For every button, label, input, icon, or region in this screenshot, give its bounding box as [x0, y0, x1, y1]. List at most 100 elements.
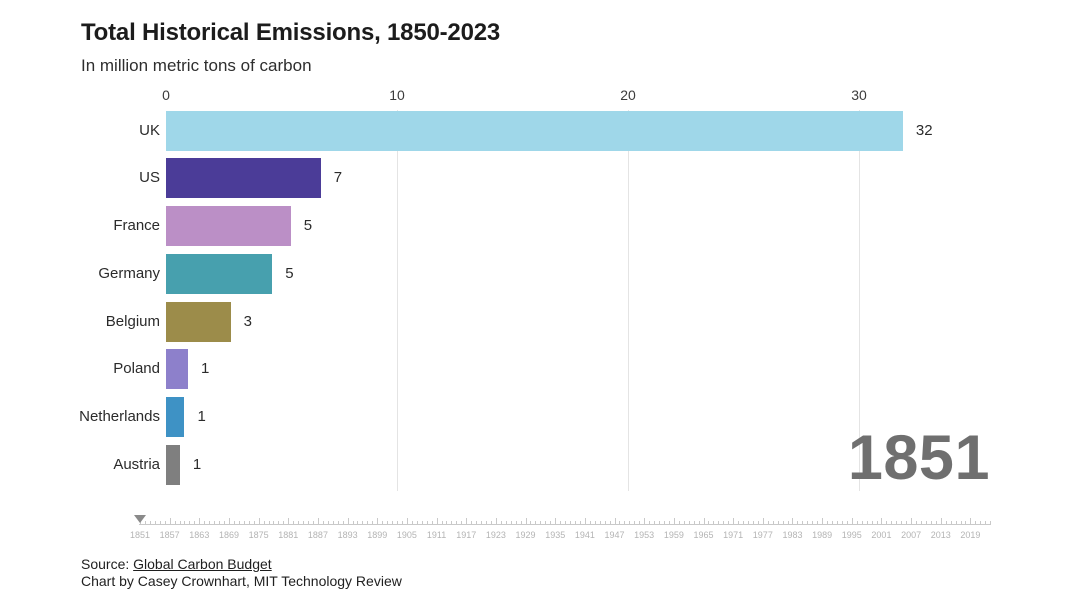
- x-axis-tick-label: 30: [851, 87, 867, 103]
- timeline-tick-minor: [797, 520, 799, 524]
- timeline-tick-minor: [273, 520, 275, 524]
- timeline-tick-minor: [372, 520, 374, 524]
- timeline-tick-minor: [416, 520, 418, 524]
- timeline-tick-minor: [738, 520, 740, 524]
- timeline-marker-handle[interactable]: [134, 515, 146, 523]
- timeline-tick-minor: [985, 520, 987, 524]
- timeline-tick-minor: [392, 520, 394, 524]
- timeline-year-label: 1977: [752, 530, 773, 540]
- timeline-tick-minor: [861, 520, 863, 524]
- timeline-tick-minor: [342, 520, 344, 524]
- timeline-tick-major: [228, 518, 230, 524]
- timeline-tick-minor: [397, 520, 399, 524]
- timeline-tick-minor: [357, 520, 359, 524]
- bar-netherlands: [166, 397, 185, 437]
- timeline-tick-minor: [802, 520, 804, 524]
- timeline-tick-minor: [204, 520, 206, 524]
- timeline-tick-minor: [560, 520, 562, 524]
- timeline-tick-minor: [540, 520, 542, 524]
- timeline-tick-minor: [925, 520, 927, 524]
- timeline-year-label: 1941: [574, 530, 595, 540]
- timeline-tick-minor: [426, 520, 428, 524]
- timeline-year-label: 1965: [693, 530, 714, 540]
- gridline-x-30: [859, 110, 860, 491]
- timeline-track[interactable]: [139, 524, 992, 525]
- timeline-tick-minor: [565, 520, 567, 524]
- timeline-tick-minor: [876, 520, 878, 524]
- timeline-tick-minor: [718, 520, 720, 524]
- timeline-tick-major: [377, 518, 379, 524]
- timeline-year-label: 1911: [426, 530, 447, 540]
- timeline-year-label: 2013: [930, 530, 951, 540]
- timeline-tick-minor: [654, 520, 656, 524]
- timeline-year-label: 1917: [456, 530, 477, 540]
- timeline-tick-major: [584, 518, 586, 524]
- timeline-year-label: 1935: [545, 530, 566, 540]
- timeline-tick-minor: [164, 520, 166, 524]
- timeline-tick-minor: [382, 520, 384, 524]
- timeline-tick-minor: [278, 520, 280, 524]
- timeline-tick-minor: [743, 520, 745, 524]
- timeline-tick-minor: [609, 520, 611, 524]
- timeline-tick-minor: [387, 520, 389, 524]
- bar-austria: [166, 444, 180, 485]
- timeline-tick-minor: [530, 520, 532, 524]
- timeline-tick-minor: [955, 520, 957, 524]
- timeline-tick-minor: [184, 520, 186, 524]
- timeline-tick-minor: [308, 520, 310, 524]
- timeline-tick-minor: [263, 520, 265, 524]
- timeline-tick-minor: [599, 520, 601, 524]
- timeline-year-label: 1893: [337, 530, 358, 540]
- timeline-tick-minor: [209, 520, 211, 524]
- timeline-year-label: 2019: [960, 530, 981, 540]
- bar-uk: [166, 110, 903, 151]
- timeline-tick-minor: [693, 520, 695, 524]
- timeline-tick-minor: [827, 520, 829, 524]
- timeline-tick-minor: [243, 520, 245, 524]
- timeline-tick-minor: [481, 520, 483, 524]
- timeline-tick-minor: [975, 520, 977, 524]
- timeline-year-label: 2001: [871, 530, 892, 540]
- timeline-tick-minor: [451, 520, 453, 524]
- timeline-tick-minor: [782, 520, 784, 524]
- timeline-year-label: 1971: [723, 530, 744, 540]
- bar-value-netherlands: 1: [197, 408, 206, 425]
- timeline-tick-minor: [752, 520, 754, 524]
- timeline-year-label: 2007: [901, 530, 922, 540]
- timeline-tick-minor: [411, 520, 413, 524]
- timeline-tick-minor: [589, 520, 591, 524]
- timeline-tick-minor: [253, 520, 255, 524]
- timeline-tick-minor: [945, 520, 947, 524]
- timeline-tick-major: [466, 518, 468, 524]
- timeline-tick-minor: [500, 520, 502, 524]
- timeline-tick-major: [436, 518, 438, 524]
- timeline-tick-minor: [594, 520, 596, 524]
- timeline-tick-major: [673, 518, 675, 524]
- bar-label-netherlands: Netherlands: [79, 408, 160, 425]
- timeline-tick-minor: [337, 520, 339, 524]
- timeline-tick-minor: [327, 520, 329, 524]
- source-label: Source:: [81, 556, 134, 572]
- source-link[interactable]: Global Carbon Budget: [133, 556, 272, 572]
- timeline-tick-minor: [486, 520, 487, 524]
- timeline-year-label: 1959: [663, 530, 684, 540]
- timeline-tick-minor: [248, 520, 250, 524]
- timeline-year-label: 1851: [129, 530, 151, 540]
- timeline-tick-minor: [535, 520, 537, 524]
- timeline-year-label: 1899: [367, 530, 388, 540]
- timeline-tick-minor: [886, 520, 888, 524]
- bar-value-poland: 1: [200, 360, 210, 378]
- timeline-tick-major: [881, 518, 883, 524]
- timeline-tick-major: [970, 518, 972, 524]
- timeline-tick-minor: [303, 520, 305, 524]
- timeline-tick-minor: [960, 520, 962, 524]
- timeline-tick-minor: [570, 520, 572, 524]
- timeline-tick-minor: [332, 520, 334, 524]
- timeline-year-label: 1995: [841, 530, 862, 540]
- bar-label-france: France: [113, 217, 160, 234]
- timeline-tick-major: [347, 518, 349, 524]
- timeline-tick-minor: [920, 520, 922, 524]
- timeline-tick-minor: [723, 520, 725, 524]
- timeline-tick-major: [911, 518, 913, 524]
